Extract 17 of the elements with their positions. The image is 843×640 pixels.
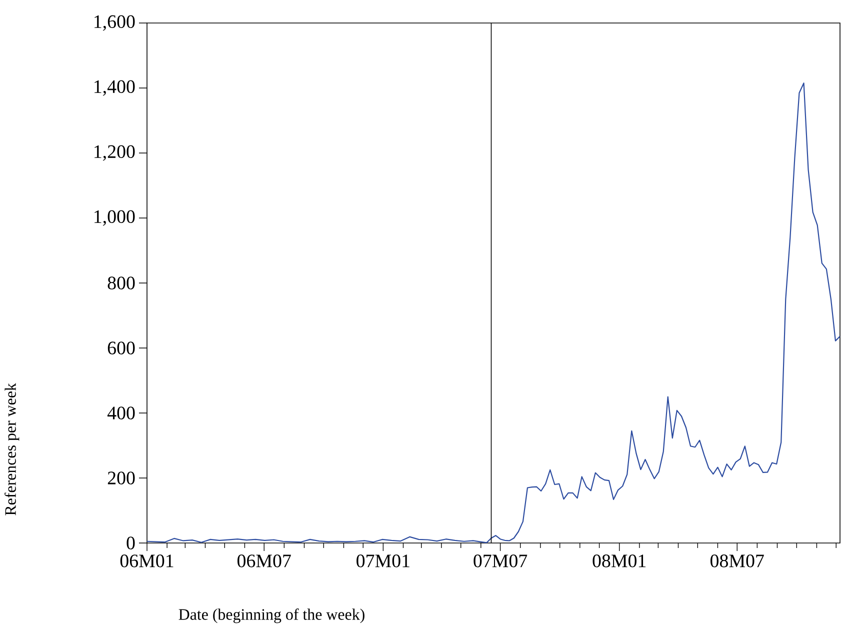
y-tick-label: 1,000 [94,210,135,226]
x-tick-label: 06M07 [237,554,291,568]
y-tick-label: 1,400 [94,80,135,96]
y-tick-label: 200 [108,472,135,484]
x-tick-label: 08M01 [592,554,646,568]
x-tick-label: 07M01 [356,554,410,568]
y-tick-label: 800 [108,276,135,290]
y-tick-label: 0 [126,536,135,550]
y-tick-label: 1,600 [94,15,135,31]
y-axis-title: References per week [4,383,20,516]
y-tick-label: 1,200 [94,145,135,161]
x-tick-label: 06M01 [120,554,174,568]
y-tick-label: 400 [107,406,135,420]
x-tick-label: 08M07 [710,554,764,568]
x-axis-title: Date (beginning of the week) [178,608,364,624]
x-tick-label: 07M07 [474,554,528,568]
y-tick-label: 600 [108,342,135,354]
